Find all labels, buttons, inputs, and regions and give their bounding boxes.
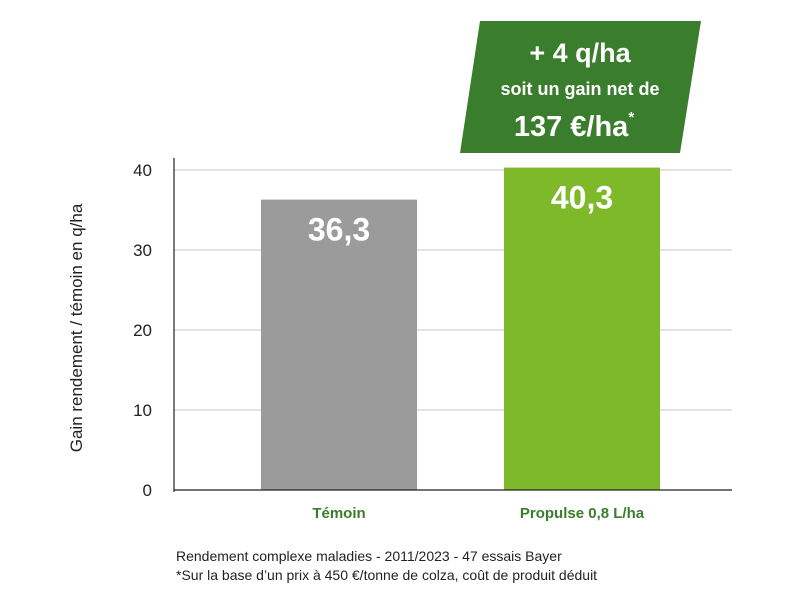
y-tick-label: 20 [133, 321, 152, 340]
bars: 36,3 Témoin 40,3 Propulse 0,8 L/ha [261, 167, 660, 522]
footnote-price-basis: *Sur la base d’un prix à 450 €/tonne de … [176, 567, 598, 583]
banner-line-1: + 4 q/ha [529, 38, 631, 68]
bar [504, 167, 660, 490]
footnote-source: Rendement complexe maladies - 2011/2023 … [176, 548, 562, 564]
y-tick-label: 0 [143, 481, 152, 500]
y-tick-label: 10 [133, 401, 152, 420]
y-tick-labels: 0 10 20 30 40 [133, 161, 152, 500]
bar [261, 199, 417, 490]
bar-value-label: 36,3 [308, 212, 370, 248]
y-tick-label: 30 [133, 241, 152, 260]
x-category-label: Propulse 0,8 L/ha [520, 505, 645, 522]
banner-shape [460, 21, 701, 153]
banner-amount: 137 €/ha [514, 111, 629, 143]
x-category-label: Témoin [312, 505, 365, 522]
y-axis-label: Gain rendement / témoin en q/ha [67, 203, 86, 452]
bar-value-label: 40,3 [551, 180, 613, 216]
gain-banner: + 4 q/ha soit un gain net de 137 €/ha* [460, 21, 701, 153]
y-tick-label: 40 [133, 161, 152, 180]
banner-line-2: soit un gain net de [500, 79, 659, 99]
banner-asterisk: * [628, 109, 634, 126]
banner-line-3: 137 €/ha* [514, 109, 634, 143]
